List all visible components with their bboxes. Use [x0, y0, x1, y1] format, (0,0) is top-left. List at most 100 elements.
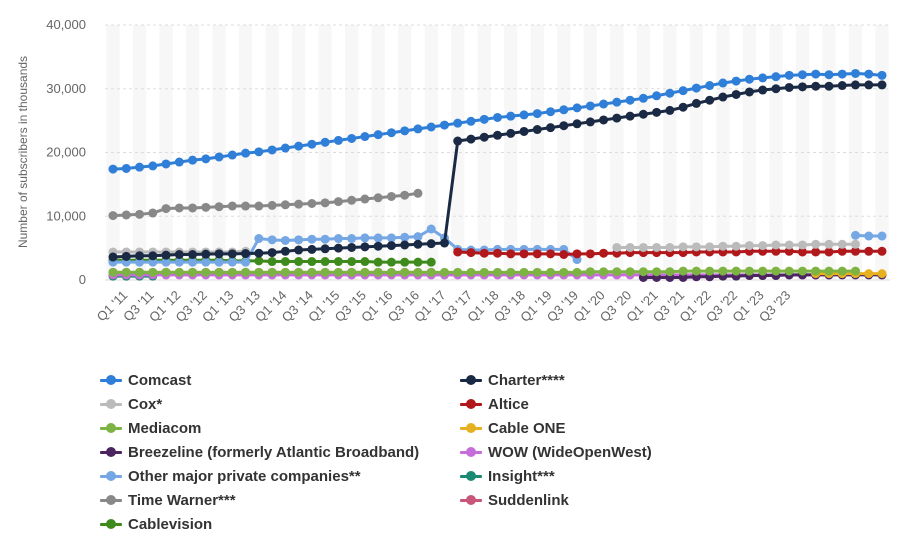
- data-point[interactable]: [691, 266, 701, 276]
- data-point[interactable]: [638, 267, 648, 277]
- data-point[interactable]: [413, 239, 423, 249]
- data-point[interactable]: [227, 150, 237, 160]
- data-point[interactable]: [837, 266, 847, 276]
- data-point[interactable]: [546, 249, 556, 259]
- data-point[interactable]: [585, 249, 595, 259]
- data-point[interactable]: [625, 111, 635, 121]
- data-point[interactable]: [307, 244, 317, 254]
- data-point[interactable]: [320, 198, 330, 208]
- data-point[interactable]: [360, 257, 370, 267]
- data-point[interactable]: [665, 88, 675, 98]
- data-point[interactable]: [201, 202, 211, 212]
- data-point[interactable]: [824, 247, 834, 257]
- data-point[interactable]: [161, 257, 171, 267]
- data-point[interactable]: [161, 159, 171, 169]
- data-point[interactable]: [519, 249, 529, 259]
- data-point[interactable]: [400, 232, 410, 242]
- data-point[interactable]: [744, 241, 754, 251]
- data-point[interactable]: [294, 141, 304, 151]
- data-point[interactable]: [506, 267, 516, 277]
- data-point[interactable]: [280, 257, 290, 267]
- legend-item[interactable]: Suddenlink: [460, 490, 569, 510]
- data-point[interactable]: [320, 234, 330, 244]
- data-point[interactable]: [294, 235, 304, 245]
- data-point[interactable]: [850, 80, 860, 90]
- data-point[interactable]: [294, 257, 304, 267]
- data-point[interactable]: [294, 267, 304, 277]
- data-point[interactable]: [638, 242, 648, 252]
- data-point[interactable]: [837, 246, 847, 256]
- data-point[interactable]: [599, 115, 609, 125]
- data-point[interactable]: [850, 239, 860, 249]
- data-point[interactable]: [466, 248, 476, 258]
- data-point[interactable]: [718, 266, 728, 276]
- data-point[interactable]: [214, 152, 224, 162]
- data-point[interactable]: [400, 126, 410, 136]
- data-point[interactable]: [174, 257, 184, 267]
- data-point[interactable]: [532, 125, 542, 135]
- data-point[interactable]: [479, 248, 489, 258]
- data-point[interactable]: [161, 204, 171, 214]
- data-point[interactable]: [771, 72, 781, 82]
- legend-item[interactable]: Altice: [460, 394, 529, 414]
- data-point[interactable]: [241, 201, 251, 211]
- data-point[interactable]: [585, 267, 595, 277]
- data-point[interactable]: [214, 267, 224, 277]
- data-point[interactable]: [572, 103, 582, 113]
- data-point[interactable]: [864, 269, 874, 279]
- data-point[interactable]: [466, 134, 476, 144]
- data-point[interactable]: [744, 87, 754, 97]
- data-point[interactable]: [148, 208, 158, 218]
- data-point[interactable]: [174, 157, 184, 167]
- data-point[interactable]: [254, 256, 264, 266]
- data-point[interactable]: [413, 124, 423, 134]
- data-point[interactable]: [227, 257, 237, 267]
- data-point[interactable]: [731, 89, 741, 99]
- data-point[interactable]: [214, 249, 224, 259]
- data-point[interactable]: [108, 211, 118, 221]
- data-point[interactable]: [320, 137, 330, 147]
- data-point[interactable]: [347, 257, 357, 267]
- data-point[interactable]: [148, 257, 158, 267]
- data-point[interactable]: [559, 267, 569, 277]
- data-point[interactable]: [333, 135, 343, 145]
- data-point[interactable]: [307, 139, 317, 149]
- data-point[interactable]: [135, 162, 145, 172]
- data-point[interactable]: [254, 267, 264, 277]
- data-point[interactable]: [532, 249, 542, 259]
- legend-item[interactable]: Insight***: [460, 466, 555, 486]
- data-point[interactable]: [784, 266, 794, 276]
- data-point[interactable]: [864, 80, 874, 90]
- data-point[interactable]: [758, 241, 768, 251]
- data-point[interactable]: [519, 126, 529, 136]
- data-point[interactable]: [652, 267, 662, 277]
- data-point[interactable]: [161, 267, 171, 277]
- data-point[interactable]: [797, 266, 807, 276]
- legend-item[interactable]: Other major private companies**: [100, 466, 361, 486]
- data-point[interactable]: [347, 267, 357, 277]
- data-point[interactable]: [254, 147, 264, 157]
- data-point[interactable]: [705, 266, 715, 276]
- data-point[interactable]: [373, 130, 383, 140]
- data-point[interactable]: [691, 242, 701, 252]
- data-point[interactable]: [771, 240, 781, 250]
- data-point[interactable]: [320, 244, 330, 254]
- data-point[interactable]: [108, 252, 118, 262]
- data-point[interactable]: [426, 267, 436, 277]
- legend-item[interactable]: Mediacom: [100, 418, 201, 438]
- data-point[interactable]: [678, 102, 688, 112]
- data-point[interactable]: [466, 116, 476, 126]
- data-point[interactable]: [691, 98, 701, 108]
- data-point[interactable]: [612, 267, 622, 277]
- data-point[interactable]: [453, 247, 463, 257]
- data-point[interactable]: [201, 249, 211, 259]
- data-point[interactable]: [784, 82, 794, 92]
- data-point[interactable]: [625, 267, 635, 277]
- data-point[interactable]: [333, 234, 343, 244]
- data-point[interactable]: [280, 200, 290, 210]
- data-point[interactable]: [824, 81, 834, 91]
- data-point[interactable]: [214, 202, 224, 212]
- data-point[interactable]: [744, 266, 754, 276]
- data-point[interactable]: [506, 128, 516, 138]
- data-point[interactable]: [386, 241, 396, 251]
